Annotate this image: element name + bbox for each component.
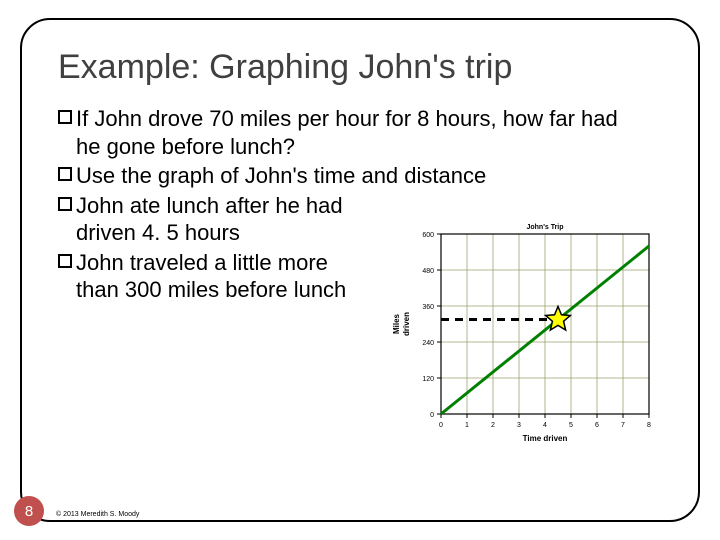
copyright-text: © 2013 Meredith S. Moody: [56, 511, 139, 518]
bullet-square-icon: [58, 110, 72, 124]
svg-text:5: 5: [569, 422, 573, 429]
bullet-text: Use the graph of John's time and distanc…: [76, 162, 486, 190]
slide-frame: Example: Graphing John's trip If John dr…: [20, 18, 700, 522]
svg-text:600: 600: [422, 232, 434, 239]
bullet-item: If John drove 70 miles per hour for 8 ho…: [58, 105, 662, 160]
svg-text:3: 3: [517, 422, 521, 429]
svg-text:2: 2: [491, 422, 495, 429]
bullet-square-icon: [58, 167, 72, 181]
slide-title: Example: Graphing John's trip: [58, 48, 662, 87]
svg-text:1: 1: [465, 422, 469, 429]
bullet-square-icon: [58, 197, 72, 211]
svg-text:240: 240: [422, 340, 434, 347]
svg-text:Time driven: Time driven: [523, 434, 568, 443]
chart-container: John's Trip 0 1 2 3 4 5 6 7 8 0 120 240 360 480 600 Time…: [389, 220, 664, 450]
svg-text:6: 6: [595, 422, 599, 429]
svg-text:Milesdriven: Milesdriven: [392, 312, 411, 336]
svg-text:4: 4: [543, 422, 547, 429]
svg-text:John's Trip: John's Trip: [526, 224, 563, 231]
bullet-item: Use the graph of John's time and distanc…: [58, 162, 662, 190]
svg-text:120: 120: [422, 376, 434, 383]
bullet-text: If John drove 70 miles per hour for 8 ho…: [76, 105, 646, 160]
svg-text:7: 7: [621, 422, 625, 429]
svg-text:8: 8: [647, 422, 651, 429]
bullet-text: John traveled a little more than 300 mil…: [76, 249, 366, 304]
bullet-square-icon: [58, 254, 72, 268]
johns-trip-chart: John's Trip 0 1 2 3 4 5 6 7 8 0 120 240 360 480 600 Time…: [389, 220, 664, 450]
bullet-text: John ate lunch after he had driven 4. 5 …: [76, 192, 366, 247]
svg-text:360: 360: [422, 304, 434, 311]
svg-text:0: 0: [430, 412, 434, 419]
page-number-badge: 8: [14, 496, 44, 526]
svg-text:480: 480: [422, 268, 434, 275]
svg-text:0: 0: [439, 422, 443, 429]
